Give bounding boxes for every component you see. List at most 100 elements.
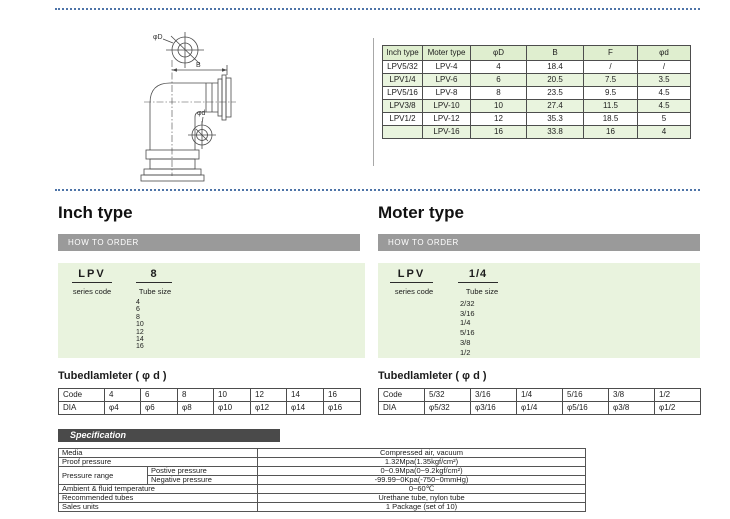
cell: 18.4	[526, 60, 584, 74]
list-item: 16	[136, 343, 144, 351]
specification-bar: Specification	[58, 429, 280, 442]
cell: 0~0.9Mpa(0~9.2kgf/cm²)	[257, 466, 586, 476]
top-dotted-rule	[55, 8, 700, 10]
cell: 4	[104, 388, 141, 402]
list-item: 3/8	[460, 337, 471, 347]
cell: 8	[177, 388, 214, 402]
cell: φ5/32	[424, 401, 471, 415]
inch-code-dia-table: Code 4 6 8 10 12 14 16 DIA φ4 φ6 φ8 φ10 …	[58, 388, 361, 415]
cell: LPV-10	[422, 99, 471, 113]
cell: LPV-8	[422, 86, 471, 100]
cell: 23.5	[526, 86, 584, 100]
cell: 18.5	[583, 112, 638, 126]
cell: LPV-6	[422, 73, 471, 87]
header-cell: φD	[470, 45, 527, 61]
cell: Code	[58, 388, 105, 402]
cell: φ8	[177, 401, 214, 415]
cell: Sales units	[58, 502, 258, 512]
cell: Negative pressure	[147, 475, 258, 485]
table-row: Media Compressed air, vacuum	[58, 448, 586, 458]
cell: 5	[637, 112, 691, 126]
list-item: 6	[136, 306, 140, 314]
drawing-label-phid: φd	[197, 110, 206, 117]
dimension-table: Inch type Moter type φD B F φd LPV5/32 L…	[382, 45, 691, 139]
cell: 11.5	[583, 99, 638, 113]
cell: 1/2	[654, 388, 701, 402]
cell: -99.99~0Kpa(-750~0mmHg)	[257, 475, 586, 485]
table-row: LPV-16 16 33.8 16 4	[382, 125, 691, 139]
table-row: Proof pressure 1.32Mpa(1.35kgf/cm²)	[58, 457, 586, 467]
inch-tube-diameter-label: Tubedlamleter ( φ d )	[58, 370, 167, 382]
cell: 6	[140, 388, 178, 402]
drawing-label-phiD: φD	[153, 34, 163, 41]
table-row: Recommended tubes Urethane tube, nylon t…	[58, 493, 586, 503]
cell: 7.5	[583, 73, 638, 87]
cell: LPV-12	[422, 112, 471, 126]
cell: Ambient & fluid temperature	[58, 484, 258, 494]
cell: LPV-16	[422, 125, 471, 139]
inch-series-code: LPV	[72, 268, 112, 283]
drawing-table-divider	[373, 38, 374, 166]
cell: 35.3	[526, 112, 584, 126]
cell: LPV-4	[422, 60, 471, 74]
cell: 1/4	[516, 388, 563, 402]
cell: φ5/16	[562, 401, 609, 415]
moter-tube-size-value: 1/4	[458, 268, 498, 283]
inch-tube-size-label: Tube size	[138, 287, 172, 296]
cell: Pressure range	[58, 466, 148, 485]
moter-series-code-label: series code	[394, 287, 434, 296]
moter-tube-diameter-label: Tubedlamleter ( φ d )	[378, 370, 487, 382]
list-item: 4	[136, 299, 140, 306]
cell: LPV3/8	[382, 99, 423, 113]
cell: Urethane tube, nylon tube	[257, 493, 586, 503]
list-item: 3/16	[460, 308, 475, 318]
table-row: LPV1/4 LPV-6 6 20.5 7.5 3.5	[382, 73, 691, 87]
cell: 12	[250, 388, 287, 402]
list-item: 5/16	[460, 328, 475, 338]
cell: Code	[378, 388, 425, 402]
cell: 0~60℃	[257, 484, 586, 494]
cell: 4	[637, 125, 691, 139]
cell: LPV1/4	[382, 73, 423, 87]
inch-order-panel: LPV 8 series code Tube size 4 6 8 10 12 …	[58, 263, 365, 358]
cell: φ3/8	[608, 401, 655, 415]
cell: 3/16	[470, 388, 517, 402]
header-cell: F	[583, 45, 638, 61]
inch-tube-size-value: 8	[136, 268, 172, 283]
inch-type-title: Inch type	[58, 203, 133, 222]
cell: 16	[323, 388, 361, 402]
cell: φ1/4	[516, 401, 563, 415]
cell: 12	[470, 112, 527, 126]
cell: /	[637, 60, 691, 74]
elbow-fitting-drawing: φD B φd	[140, 32, 236, 182]
cell: 8	[470, 86, 527, 100]
cell: DIA	[378, 401, 425, 415]
table-row: LPV5/16 LPV-8 8 23.5 9.5 4.5	[382, 86, 691, 100]
cell: 5/16	[562, 388, 609, 402]
cell: 33.8	[526, 125, 584, 139]
cell: 5/32	[424, 388, 471, 402]
list-item: 8	[136, 313, 140, 321]
table-row: DIA φ5/32 φ3/16 φ1/4 φ5/16 φ3/8 φ1/2	[378, 401, 701, 415]
dimension-table-header-row: Inch type Moter type φD B F φd	[382, 45, 691, 61]
cell: 4.5	[637, 99, 691, 113]
moter-how-to-order-bar: HOW TO ORDER	[378, 234, 700, 251]
cell: φ4	[104, 401, 141, 415]
cell: 3/8	[608, 388, 655, 402]
cell: φ10	[213, 401, 251, 415]
cell: Media	[58, 448, 258, 458]
cell: φ16	[323, 401, 361, 415]
cell: DIA	[58, 401, 105, 415]
table-row: LPV3/8 LPV-10 10 27.4 11.5 4.5	[382, 99, 691, 113]
cell: LPV5/16	[382, 86, 423, 100]
moter-code-dia-table: Code 5/32 3/16 1/4 5/16 3/8 1/2 DIA φ5/3…	[378, 388, 701, 415]
list-item: 12	[136, 328, 144, 336]
cell: φ1/2	[654, 401, 701, 415]
cell: Proof pressure	[58, 457, 258, 467]
cell: 1 Package (set of 10)	[257, 502, 586, 512]
table-row: Code 4 6 8 10 12 14 16	[58, 388, 361, 402]
cell	[382, 125, 423, 139]
middle-dotted-rule	[55, 189, 700, 191]
cell: 1.32Mpa(1.35kgf/cm²)	[257, 457, 586, 467]
